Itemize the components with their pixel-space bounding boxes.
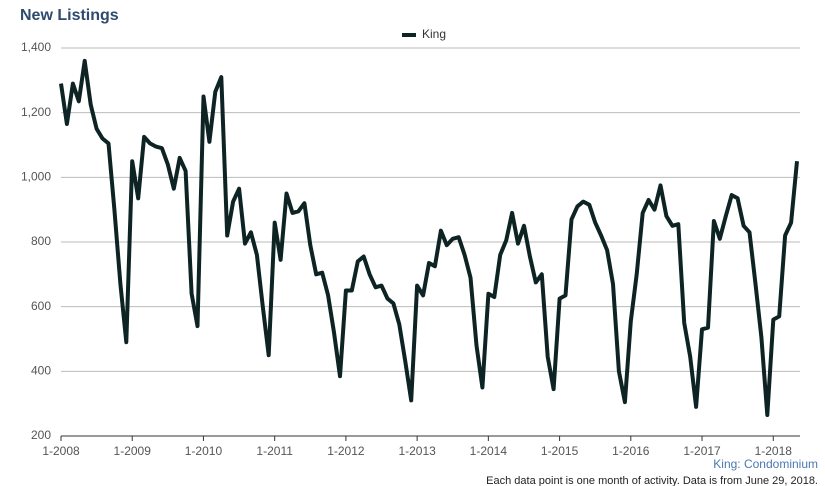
- x-tick-label: 1-2016: [612, 444, 650, 458]
- footnote: Each data point is one month of activity…: [486, 475, 818, 486]
- x-tick-label: 1-2012: [327, 444, 365, 458]
- x-tick-label: 1-2008: [42, 444, 80, 458]
- x-tick-label: 1-2018: [755, 444, 793, 458]
- x-tick-label: 1-2014: [470, 444, 508, 458]
- y-tick-label: 1,000: [21, 170, 51, 184]
- x-tick-label: 1-2017: [683, 444, 721, 458]
- legend-label: King: [422, 27, 446, 41]
- y-tick-label: 800: [31, 234, 51, 248]
- y-tick-label: 600: [31, 299, 51, 313]
- y-tick-label: 200: [31, 428, 51, 442]
- y-tick-label: 1,400: [21, 40, 51, 54]
- y-tick-label: 1,200: [21, 105, 51, 119]
- x-tick-label: 1-2011: [256, 444, 293, 458]
- x-tick-label: 1-2013: [398, 444, 436, 458]
- x-tick-label: 1-2009: [114, 444, 152, 458]
- x-tick-label: 1-2010: [185, 444, 223, 458]
- x-tick-label: 1-2015: [541, 444, 579, 458]
- data-line: [59, 58, 799, 417]
- subtitle-note: King: Condominium: [713, 457, 818, 471]
- chart-title: New Listings: [20, 7, 119, 24]
- y-tick-label: 400: [31, 364, 51, 378]
